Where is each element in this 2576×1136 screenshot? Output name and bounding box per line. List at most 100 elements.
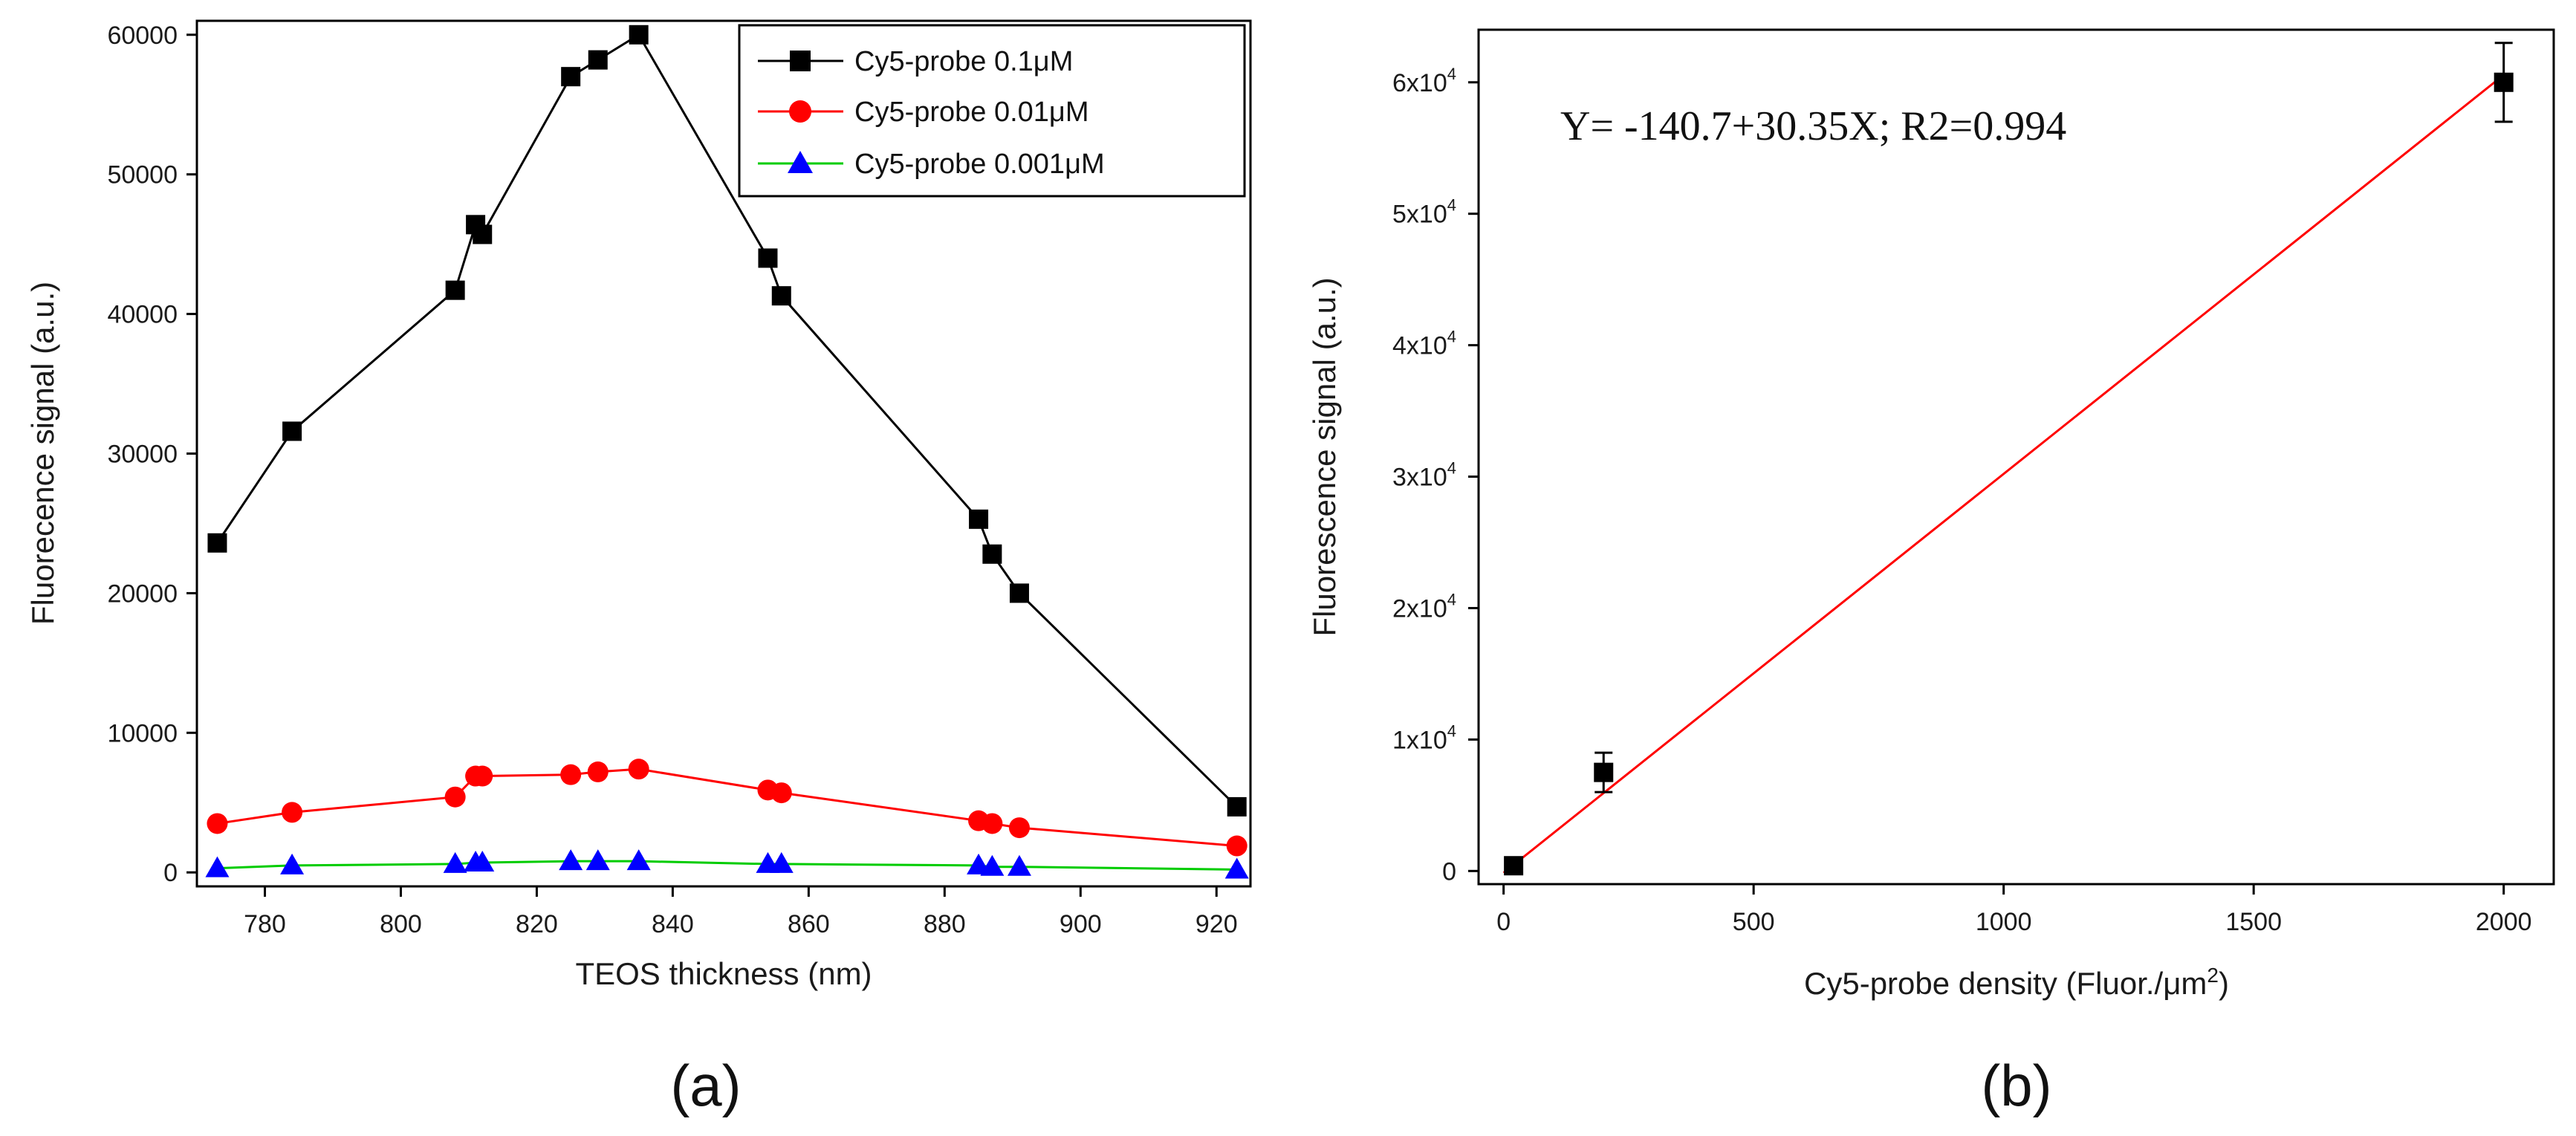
chart-b-y-tick-label-exp: 4 [1447,590,1456,608]
chart-a-point-s0 [758,248,778,268]
chart-a-point-s0 [1227,796,1247,817]
chart-a-y-tick-label: 0 [163,859,178,887]
chart-a-y-tick-label: 40000 [107,301,178,329]
chart-b-y-tick-label-base: 2x10 [1392,594,1447,623]
chart-a-point-s2 [585,849,610,871]
chart-b-x-axis-title-sup: 2 [2207,964,2219,987]
chart-b-annotation: Y= -140.7+30.35X; R2=0.994 [1560,103,2066,149]
chart-a-point-s1 [282,802,303,823]
legend-marker-0 [790,51,811,71]
chart-b-ticks: 0 500 1000 1500 200001x1042x1043x1044x1045x1… [1392,65,2532,936]
chart-a-point-s1 [628,759,649,780]
chart-b-x-tick-label: 2000 [2476,908,2532,936]
chart-b-x-tick-label: 0 [1496,908,1511,936]
chart-b-x-axis-title-close: ) [2219,966,2229,1001]
chart-a-x-tick-label: 800 [380,910,422,938]
chart-a-point-s0 [282,421,302,441]
chart-a-point-s2 [769,851,794,873]
chart-a-point-s0 [771,286,791,306]
chart-a-y-tick-label: 60000 [107,22,178,50]
legend-label-1: Cy5-probe 0.01μM [854,97,1089,128]
chart-a-x-tick-label: 920 [1195,910,1238,938]
chart-b-y-tick-label-base: 6x10 [1392,69,1447,97]
chart-a-point-s1 [587,761,609,782]
chart-a-point-s2 [443,851,467,873]
chart-b-fit-line [1502,74,2505,874]
chart-a-point-s2 [559,849,583,871]
chart-a-point-s0 [629,25,649,45]
chart-b-y-tick-label: 6x104 [1392,65,1456,97]
chart-a-point-s1 [770,782,792,804]
chart-a-point-s2 [980,854,1005,876]
chart-a-legend: Cy5-probe 0.1μM Cy5-probe 0.01μM Cy5-pro… [738,24,1246,198]
chart-a-markers [205,25,1249,879]
chart-a-x-tick-label: 780 [244,910,286,938]
chart-a-point-s0 [969,509,989,529]
chart-a-series-line-2 [217,860,1237,871]
chart-a-point-s1 [982,813,1003,834]
chart-b-y-tick-label-base: 0 [1442,857,1456,886]
chart-b-y-tick-label: 2x104 [1392,590,1456,623]
chart-b-y-tick-label: 3x104 [1392,459,1456,492]
chart-a-point-s2 [626,849,651,871]
chart-b-points [1504,42,2514,876]
chart-a-y-tick-label: 30000 [107,441,178,469]
chart-b-x-tick-label: 1000 [1976,908,2032,936]
chart-b-y-tick-label-exp: 4 [1447,328,1456,346]
chart-a-point-s0 [561,67,581,87]
chart-a-series-line-1 [217,767,1237,848]
chart-a-x-tick-label: 860 [788,910,830,938]
chart-a-x-tick-label: 840 [652,910,694,938]
chart-b-y-tick-label-base: 4x10 [1392,332,1447,360]
chart-b-y-tick-label-exp: 4 [1447,721,1456,740]
chart-a-x-tick-label: 880 [924,910,966,938]
chart-a-point-s1 [1226,835,1248,857]
legend-marker-2 [788,151,813,173]
chart-a-point-s0 [982,544,1002,564]
chart-b-plot-frame [1477,28,2555,886]
chart-a-x-tick-label: 900 [1060,910,1102,938]
legend-marker-1 [789,100,811,123]
chart-a-point-s1 [560,764,582,785]
chart-a-point-s2 [1224,857,1249,879]
chart-b-y-tick-label-exp: 4 [1447,196,1456,215]
chart-b-y-tick-label-base: 3x10 [1392,464,1447,492]
chart-a-x-tick-label: 820 [516,910,558,938]
chart-a-point-s1 [472,765,493,787]
chart-a-point-s0 [207,533,227,553]
chart-a-point-s1 [1008,817,1030,839]
chart-a-y-tick-label: 20000 [107,580,178,608]
chart-a-point-s2 [205,856,230,877]
chart-a-point-s2 [470,851,495,872]
chart-a-point-s2 [1007,854,1031,876]
chart-b-point [1504,856,1524,876]
chart-a-y-axis-title: Fluorecence signal (a.u.) [25,282,60,625]
chart-a-point-s2 [280,853,305,874]
chart-a-y-tick-label: 10000 [107,719,178,747]
chart-a-y-tick-label: 50000 [107,161,178,189]
chart-a-point-s0 [1009,583,1029,603]
chart-b-point [2494,72,2514,92]
panel-label-a: (a) [670,1053,741,1118]
panel-label-b: (b) [1981,1053,2051,1118]
chart-a-x-axis-title: TEOS thickness (nm) [575,956,872,991]
chart-a-point-s0 [473,224,493,244]
chart-b-point [1594,762,1614,782]
chart-b-y-tick-label: 1x104 [1392,721,1456,754]
chart-b-y-tick-label-exp: 4 [1447,459,1456,478]
legend-label-0: Cy5-probe 0.1μM [854,46,1073,77]
chart-a-point-s0 [445,280,465,300]
chart-b-x-tick-label: 500 [1733,908,1775,936]
chart-b-fit-line-path [1502,74,2505,874]
chart-b-y-axis-title: Fluorescence signal (a.u.) [1307,277,1342,636]
chart-a-point-s1 [207,813,228,834]
chart-b-y-tick-label: 0 [1442,857,1456,886]
chart-b-x-axis-title-main: Cy5-probe density (Fluor./μm [1804,966,2207,1001]
chart-b-y-tick-label-base: 1x10 [1392,726,1447,754]
chart-b: 0 500 1000 1500 200001x1042x1043x1044x1045x1… [1307,28,2555,1118]
chart-b-y-tick-label: 5x104 [1392,196,1456,229]
chart-b-x-axis-title: Cy5-probe density (Fluor./μm2) [1804,964,2229,1001]
chart-a: 780 800 820 840 860 880 900 920 0 10000 20000 30000… [25,19,1252,1118]
chart-a-point-s0 [588,50,608,70]
